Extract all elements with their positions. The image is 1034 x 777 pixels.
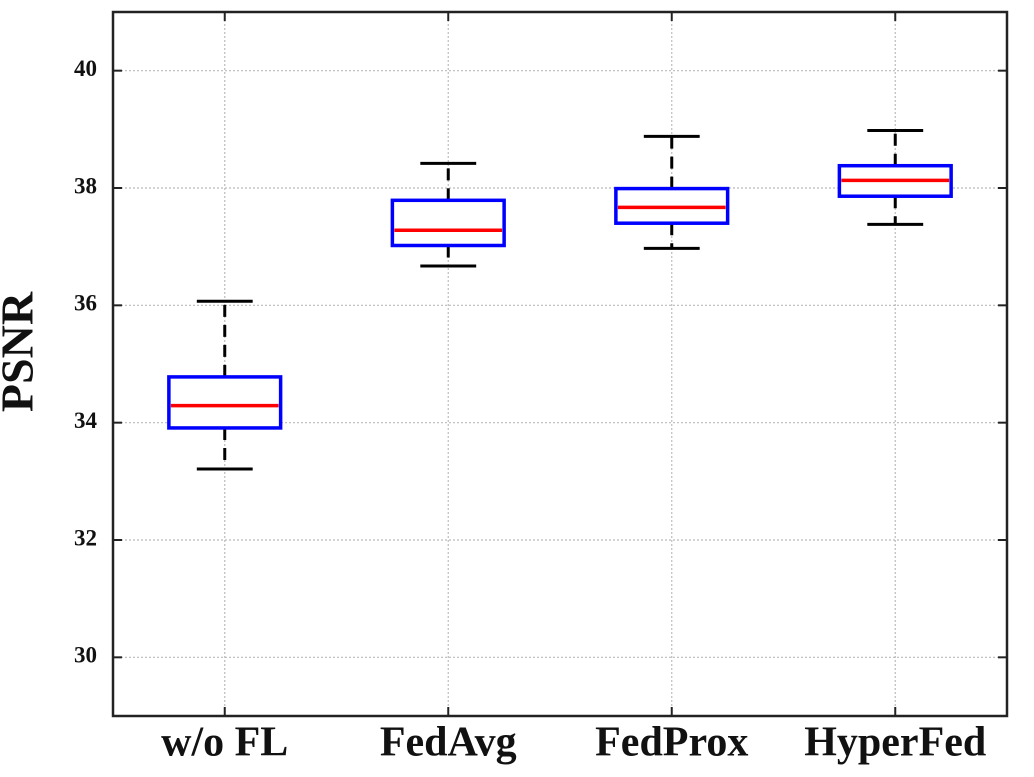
plot-frame bbox=[111, 10, 1009, 718]
x-tick-label: FedProx bbox=[595, 720, 748, 766]
y-tick-label: 40 bbox=[74, 56, 97, 81]
y-tick-label: 38 bbox=[74, 173, 97, 198]
y-axis-label: PSNR bbox=[0, 291, 43, 412]
box bbox=[390, 198, 506, 248]
x-tick-label: FedAvg bbox=[380, 720, 517, 766]
y-tick-label: 30 bbox=[74, 643, 97, 668]
y-tick-label: 32 bbox=[74, 525, 97, 550]
y-tick-label: 36 bbox=[74, 291, 97, 316]
y-tick-label: 34 bbox=[74, 408, 98, 433]
box bbox=[167, 375, 283, 430]
x-tick-label: w/o FL bbox=[161, 720, 288, 766]
x-tick-label: HyperFed bbox=[804, 720, 986, 766]
